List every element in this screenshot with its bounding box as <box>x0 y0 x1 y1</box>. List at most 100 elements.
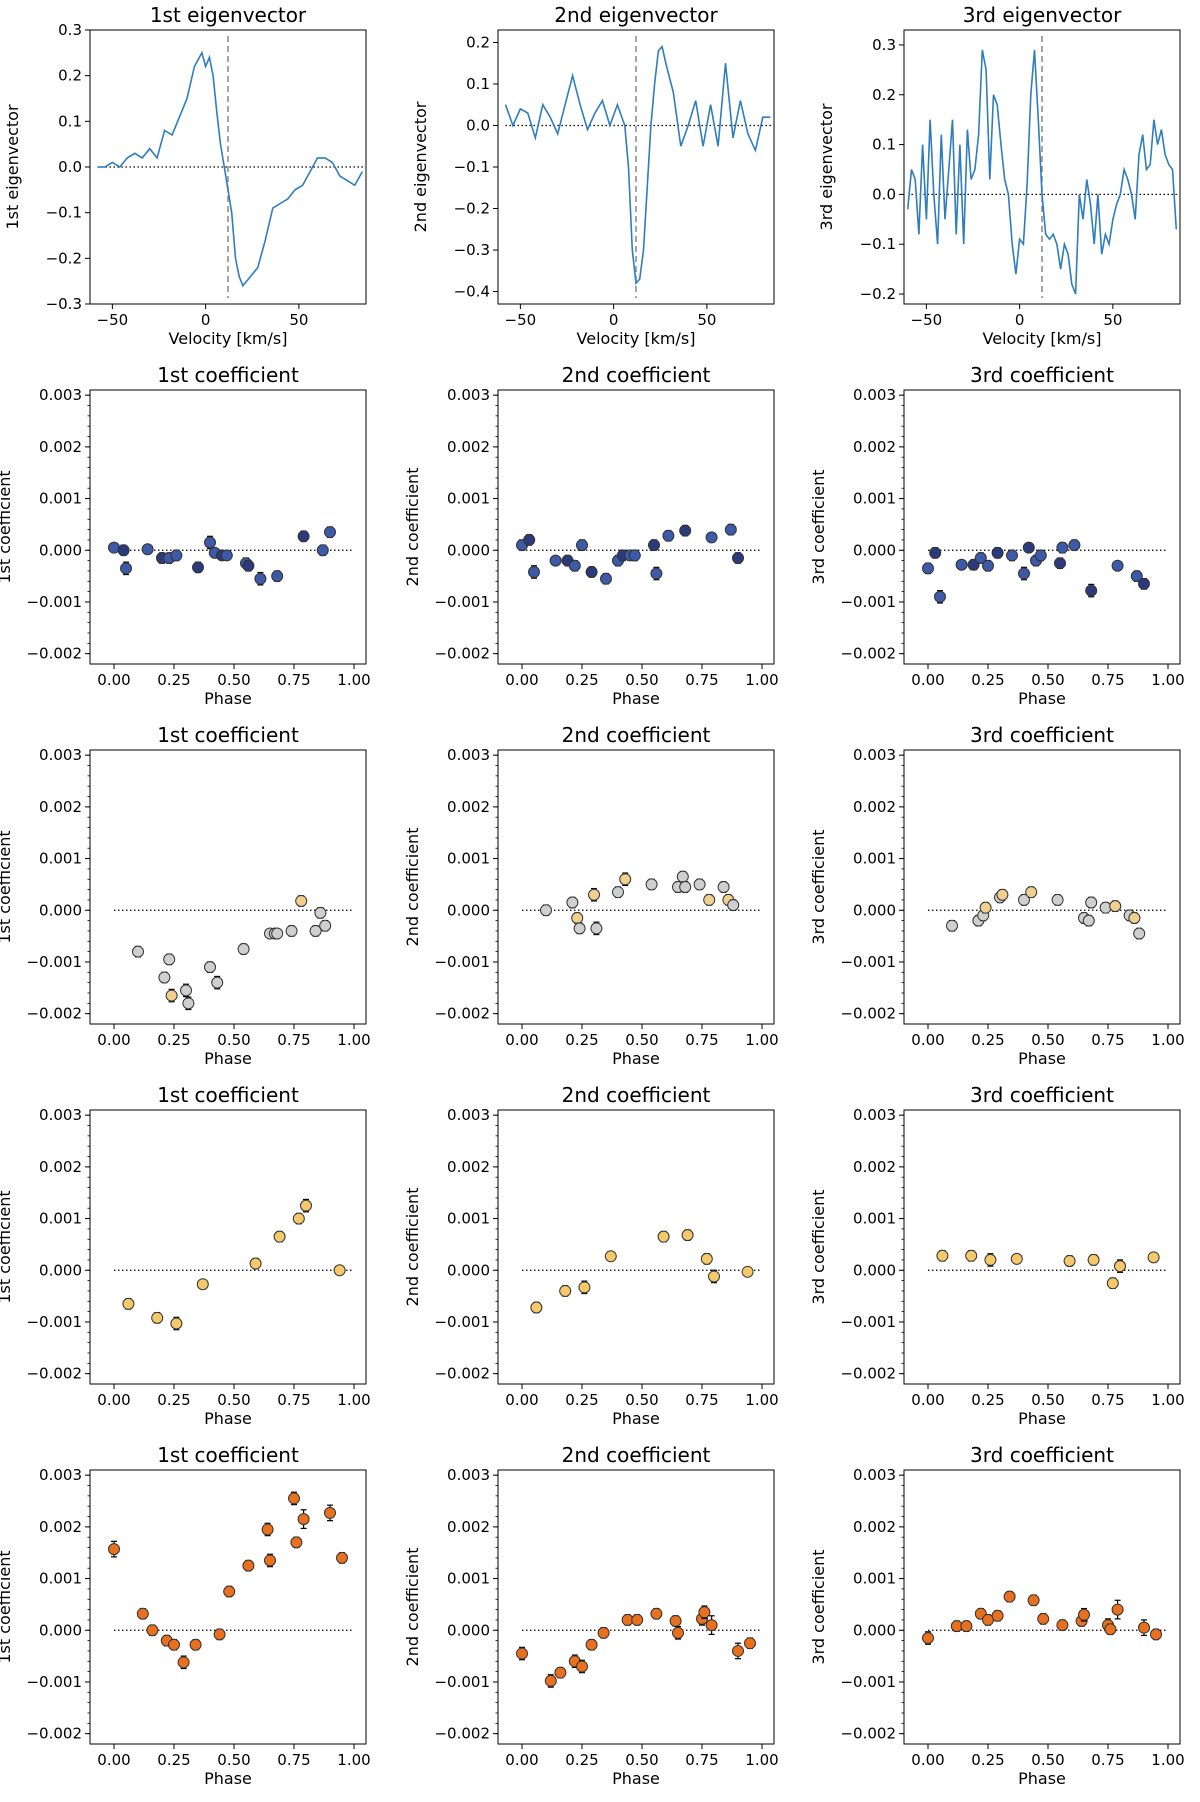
data-point <box>120 562 132 575</box>
x-tick-label: 0.25 <box>157 1391 190 1409</box>
y-tick-label: 0.002 <box>853 438 896 456</box>
chart-title: 2nd coefficient <box>562 1443 711 1467</box>
data-point <box>165 989 178 1002</box>
data-point <box>204 536 216 549</box>
x-tick-label: 0.00 <box>505 671 538 689</box>
data-point <box>1114 1260 1126 1273</box>
x-tick-label: 0.75 <box>1091 1751 1124 1769</box>
x-tick-label: 0.00 <box>505 1391 538 1409</box>
data-point <box>336 1551 348 1564</box>
data-point <box>300 1199 312 1212</box>
plot-frame <box>497 1109 775 1385</box>
x-axis-label: Phase <box>1018 1769 1066 1788</box>
y-tick-label: −0.2 <box>860 285 896 303</box>
y-tick-label: 0.000 <box>39 901 82 919</box>
plot-frame <box>497 389 775 665</box>
data-point <box>1128 912 1141 925</box>
chart-title: 2nd coefficient <box>562 723 711 747</box>
data-point <box>180 984 192 997</box>
chart-panel-0-1: 2nd eigenvector Velocity [km/s] 2nd eigenv… <box>411 3 775 348</box>
x-tick-label: 1.00 <box>745 671 778 689</box>
data-point <box>108 1543 120 1556</box>
data-point <box>324 1506 336 1519</box>
y-axis-label: 3rd coefficient <box>809 829 828 944</box>
chart-title: 1st coefficient <box>157 363 299 387</box>
data-point <box>946 919 958 932</box>
data-point <box>619 873 632 886</box>
data-point <box>724 523 737 536</box>
x-tick-label: 0.50 <box>217 1751 250 1769</box>
chart-title: 2nd coefficient <box>562 363 711 387</box>
x-tick-label: 0.00 <box>97 1751 130 1769</box>
x-tick-label: 0.50 <box>1031 1751 1064 1769</box>
y-tick-label: 0.000 <box>39 1261 82 1279</box>
y-tick-label: 0.001 <box>39 490 82 508</box>
x-axis-label: Phase <box>612 689 660 708</box>
x-tick-label: 0.75 <box>685 1031 718 1049</box>
data-point <box>168 1638 180 1651</box>
y-tick-label: 0.2 <box>466 33 490 51</box>
data-point <box>285 924 298 937</box>
x-tick-label: 0.75 <box>685 1391 718 1409</box>
y-tick-label: 0.000 <box>39 1621 82 1639</box>
plot-frame <box>903 1469 1181 1745</box>
y-tick-label: −0.4 <box>454 283 490 301</box>
data-point <box>705 1619 718 1632</box>
plot-frame <box>89 1469 367 1745</box>
y-axis-label: 3rd coefficient <box>809 469 828 584</box>
y-tick-label: 0.001 <box>39 850 82 868</box>
data-point <box>741 1265 754 1278</box>
y-tick-label: 0.002 <box>853 1518 896 1536</box>
y-tick-label: −0.002 <box>434 1725 490 1743</box>
data-point <box>1147 1251 1160 1264</box>
y-tick-label: −0.001 <box>434 953 490 971</box>
y-tick-label: 0.002 <box>447 798 490 816</box>
data-point <box>568 559 581 572</box>
plot-frame <box>903 29 1181 305</box>
data-point <box>693 878 706 891</box>
data-point <box>1018 893 1030 906</box>
y-tick-label: 0.002 <box>853 1158 896 1176</box>
y-tick-label: −0.001 <box>26 953 82 971</box>
data-point <box>204 961 216 974</box>
x-tick-label: 0.25 <box>971 1031 1004 1049</box>
data-point <box>708 1270 720 1283</box>
x-tick-label: 0.00 <box>911 1031 944 1049</box>
data-point <box>297 1513 310 1526</box>
data-point <box>645 878 658 891</box>
data-point <box>984 1253 997 1266</box>
x-axis-label: Phase <box>1018 1049 1066 1068</box>
data-point <box>1006 549 1018 562</box>
y-tick-label: 0.003 <box>853 1106 896 1124</box>
data-point <box>136 1607 149 1620</box>
data-point <box>698 1606 711 1619</box>
data-point <box>571 912 584 925</box>
x-tick-label: 0.00 <box>505 1751 538 1769</box>
x-tick-label: 0.50 <box>217 1391 250 1409</box>
data-point <box>1138 1621 1150 1634</box>
y-tick-label: 0.001 <box>853 490 896 508</box>
y-tick-label: −0.001 <box>840 953 896 971</box>
data-point <box>672 1626 684 1639</box>
data-point <box>576 539 588 552</box>
y-axis-label: 1st coefficient <box>0 470 14 583</box>
x-tick-label: 1.00 <box>1151 1751 1184 1769</box>
data-point <box>273 1230 286 1243</box>
y-tick-label: 0.002 <box>853 798 896 816</box>
y-tick-label: 0.003 <box>447 1466 490 1484</box>
y-tick-label: −0.001 <box>26 1313 82 1331</box>
data-point <box>292 1212 305 1225</box>
data-point <box>242 559 255 572</box>
y-tick-label: 0.001 <box>447 850 490 868</box>
data-point <box>163 953 176 966</box>
x-tick-label: 0 <box>201 311 211 329</box>
y-tick-label: 0.0 <box>58 158 82 176</box>
data-point <box>333 1264 346 1277</box>
y-tick-label: 0.000 <box>447 901 490 919</box>
x-tick-label: 0.50 <box>217 671 250 689</box>
x-tick-label: 0.00 <box>97 671 130 689</box>
